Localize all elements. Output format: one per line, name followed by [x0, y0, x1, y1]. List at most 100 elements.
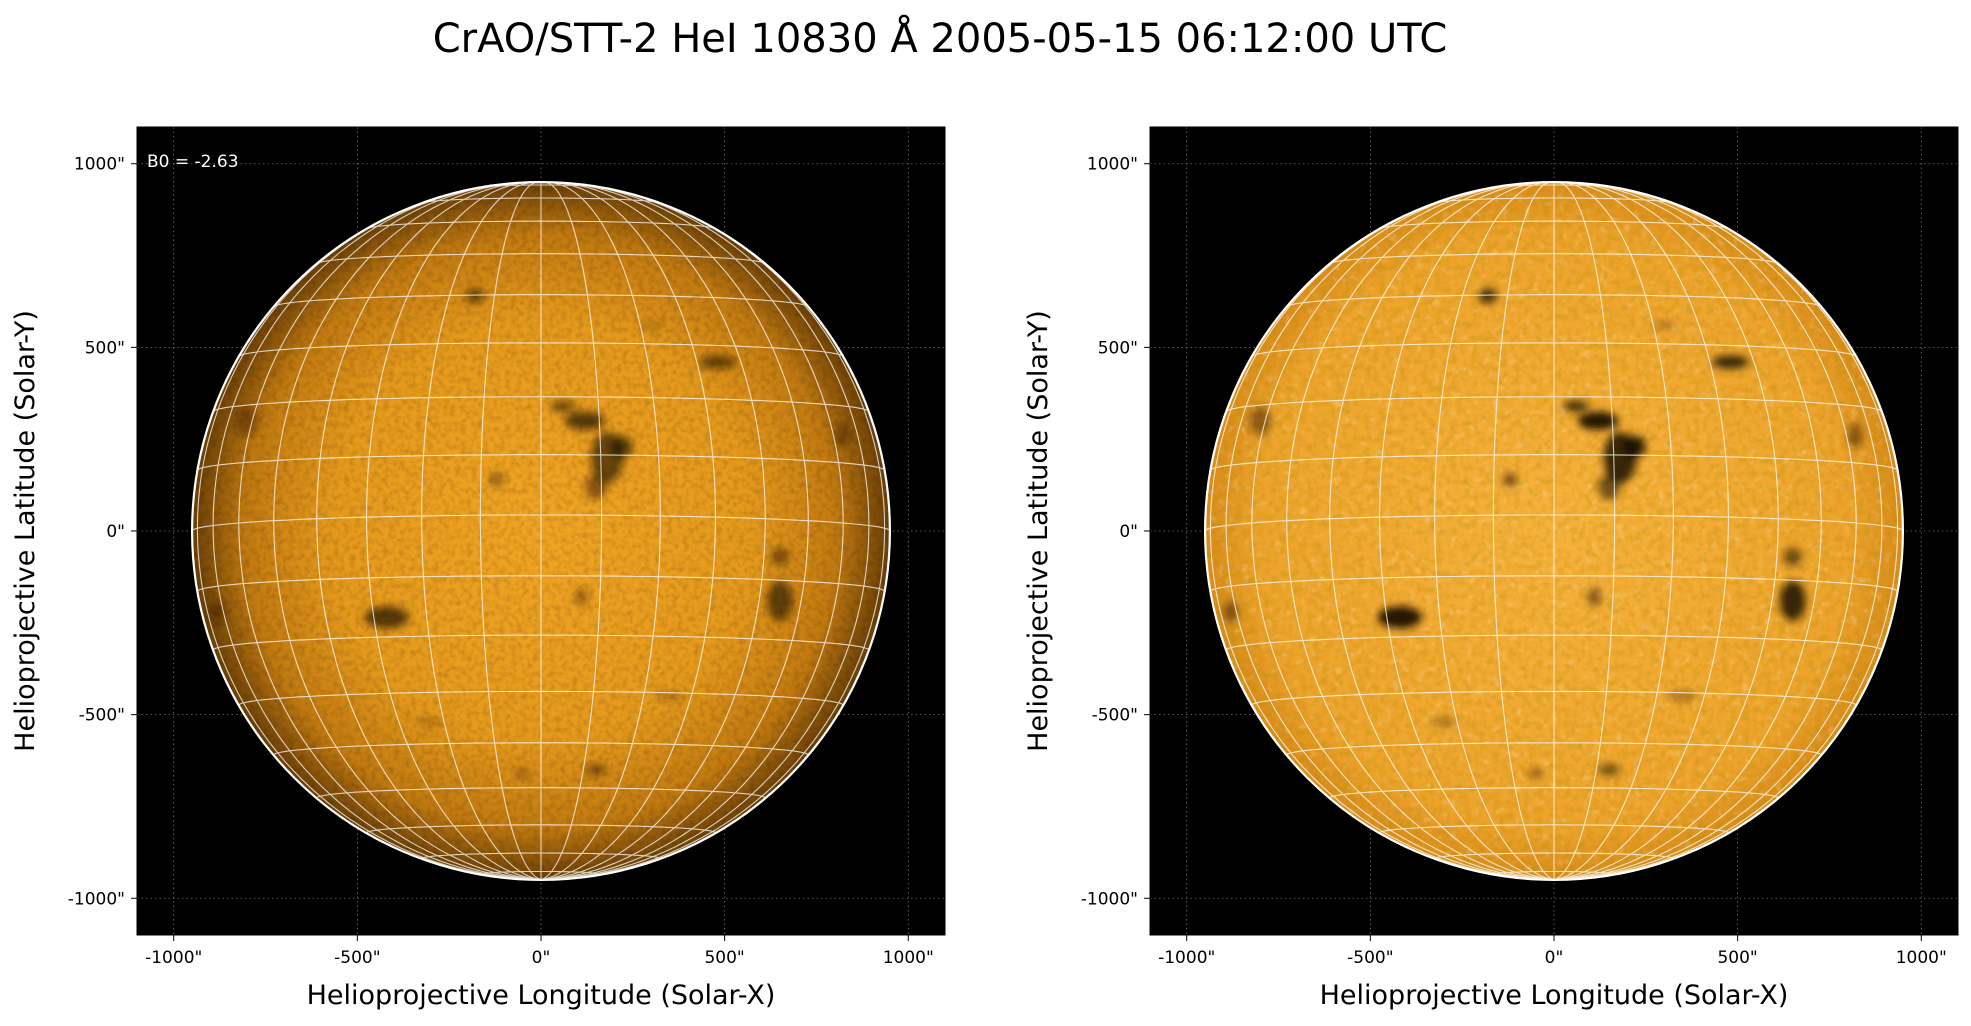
right-xtick-label-4: 1000" [1896, 948, 1947, 968]
right-parallel-10 [1210, 454, 1898, 471]
left-feature-15 [834, 422, 850, 449]
right-parallel--70 [1434, 852, 1674, 859]
left-parallel--70 [421, 852, 661, 859]
right-feature-6 [1779, 580, 1806, 621]
left-feature-7 [770, 547, 789, 566]
right-ylabel: Helioprojective Latitude (Solar-Y) [1023, 310, 1054, 752]
right-dark-features [1223, 288, 1863, 778]
left-meridian--30 [365, 182, 542, 880]
right-parallel-20 [1225, 396, 1883, 412]
left-parallel--30 [238, 690, 844, 706]
right-feature-9 [1478, 288, 1498, 304]
left-ytick-label-1: -500" [79, 706, 125, 726]
right-meridian--70 [1225, 184, 1555, 880]
right-ytick-label-1: -500" [1092, 706, 1138, 726]
right-feature-4 [1598, 474, 1621, 500]
right-feature-19 [1653, 321, 1676, 329]
left-b0-annotation: B0 = -2.63 [147, 152, 239, 172]
left-ytick-label-2: 0" [106, 522, 125, 542]
right-meridian--60 [1251, 182, 1555, 880]
left-meridian-20 [540, 182, 661, 880]
left-parallel--60 [366, 824, 716, 834]
left-meridian-80 [540, 194, 886, 880]
left-parallel-50 [317, 253, 765, 264]
right-feature-10 [1502, 472, 1518, 487]
right-meridian-80 [1553, 194, 1899, 880]
right-meridian-10 [1553, 182, 1616, 880]
left-feature-18 [417, 718, 444, 726]
right-feature-11 [1587, 587, 1602, 607]
left-feature-4 [585, 474, 608, 500]
left-heliographic-grid [192, 182, 890, 880]
right-meridian--40 [1329, 182, 1555, 880]
left-feature-17 [654, 691, 685, 701]
right-feature-7 [1783, 547, 1802, 566]
left-parallel-10 [197, 454, 885, 471]
left-meridian--60 [238, 182, 542, 880]
left-meridian--20 [421, 182, 542, 880]
right-feature-15 [1847, 422, 1863, 449]
left-feature-3 [550, 400, 576, 412]
figure-title: CrAO/STT-2 HeI 10830 Å 2005-05-15 06:12:… [433, 14, 1448, 62]
right-feature-12 [1598, 764, 1621, 776]
right-parallel-50 [1330, 253, 1778, 264]
right-feature-0 [1577, 411, 1619, 430]
left-feature-10 [489, 472, 505, 487]
left-feature-6 [766, 580, 793, 621]
right-feature-14 [1249, 406, 1272, 436]
right-xlabel: Helioprojective Longitude (Solar-X) [1320, 980, 1789, 1011]
right-meridian--50 [1286, 182, 1555, 880]
right-parallel--80 [1492, 870, 1616, 875]
left-feature-0 [564, 411, 606, 430]
right-feature-18 [1430, 718, 1457, 726]
left-ytick-label-4: 1000" [74, 155, 125, 175]
right-ytick-label-0: -1000" [1081, 889, 1138, 909]
left-feature-9 [465, 288, 485, 304]
left-panel: -1000" -500" 0" 500" 1000" -1000" -500" 0" 500" 1… [10, 126, 946, 1011]
right-parallel--60 [1379, 824, 1729, 834]
left-feature-19 [640, 321, 663, 329]
left-meridian-40 [540, 182, 766, 880]
right-parallel--40 [1286, 742, 1822, 756]
left-xtick-label-4: 1000" [883, 948, 934, 968]
left-parallel--10 [196, 575, 886, 592]
left-feature-14 [236, 406, 259, 436]
left-xlabel: Helioprojective Longitude (Solar-X) [307, 980, 776, 1011]
left-meridian--50 [273, 182, 542, 880]
right-xtick-label-3: 500" [1717, 948, 1757, 968]
left-dark-features [210, 288, 850, 778]
right-heliographic-grid [1205, 182, 1903, 880]
left-xtick-label-1: -500" [334, 948, 380, 968]
left-xtick-label-0: -1000" [145, 948, 202, 968]
right-meridian-20 [1553, 182, 1674, 880]
left-ylabel: Helioprojective Latitude (Solar-Y) [10, 310, 41, 752]
left-feature-5 [364, 606, 409, 629]
left-parallel--80 [479, 870, 603, 875]
right-feature-3 [1563, 400, 1589, 412]
right-meridian-60 [1553, 182, 1857, 880]
right-meridian--10 [1492, 182, 1555, 880]
right-feature-16 [1223, 600, 1239, 623]
left-feature-11 [574, 587, 589, 607]
left-xtick-label-2: 0" [532, 948, 551, 968]
right-feature-17 [1667, 691, 1698, 701]
left-meridian-10 [540, 182, 603, 880]
right-feature-13 [1528, 768, 1543, 778]
right-limb-outline [1203, 180, 1905, 882]
right-meridian--80 [1209, 194, 1555, 880]
right-parallel--30 [1251, 690, 1857, 706]
right-feature-5 [1377, 606, 1422, 629]
left-parallel-30 [238, 342, 844, 357]
right-parallel--50 [1329, 787, 1779, 799]
right-parallel-60 [1380, 220, 1728, 229]
left-ytick-label-3: 500" [85, 338, 125, 358]
left-feature-2 [610, 435, 633, 458]
right-parallel--20 [1225, 634, 1883, 651]
left-parallel-20 [212, 396, 870, 412]
right-panel: -1000" -500" 0" 500" 1000" -1000" -500" 0" 500" 1… [1023, 126, 1959, 1011]
left-parallel-70 [422, 197, 660, 204]
right-meridian-40 [1553, 182, 1779, 880]
left-meridian--40 [316, 182, 542, 880]
left-parallel-40 [274, 294, 808, 307]
